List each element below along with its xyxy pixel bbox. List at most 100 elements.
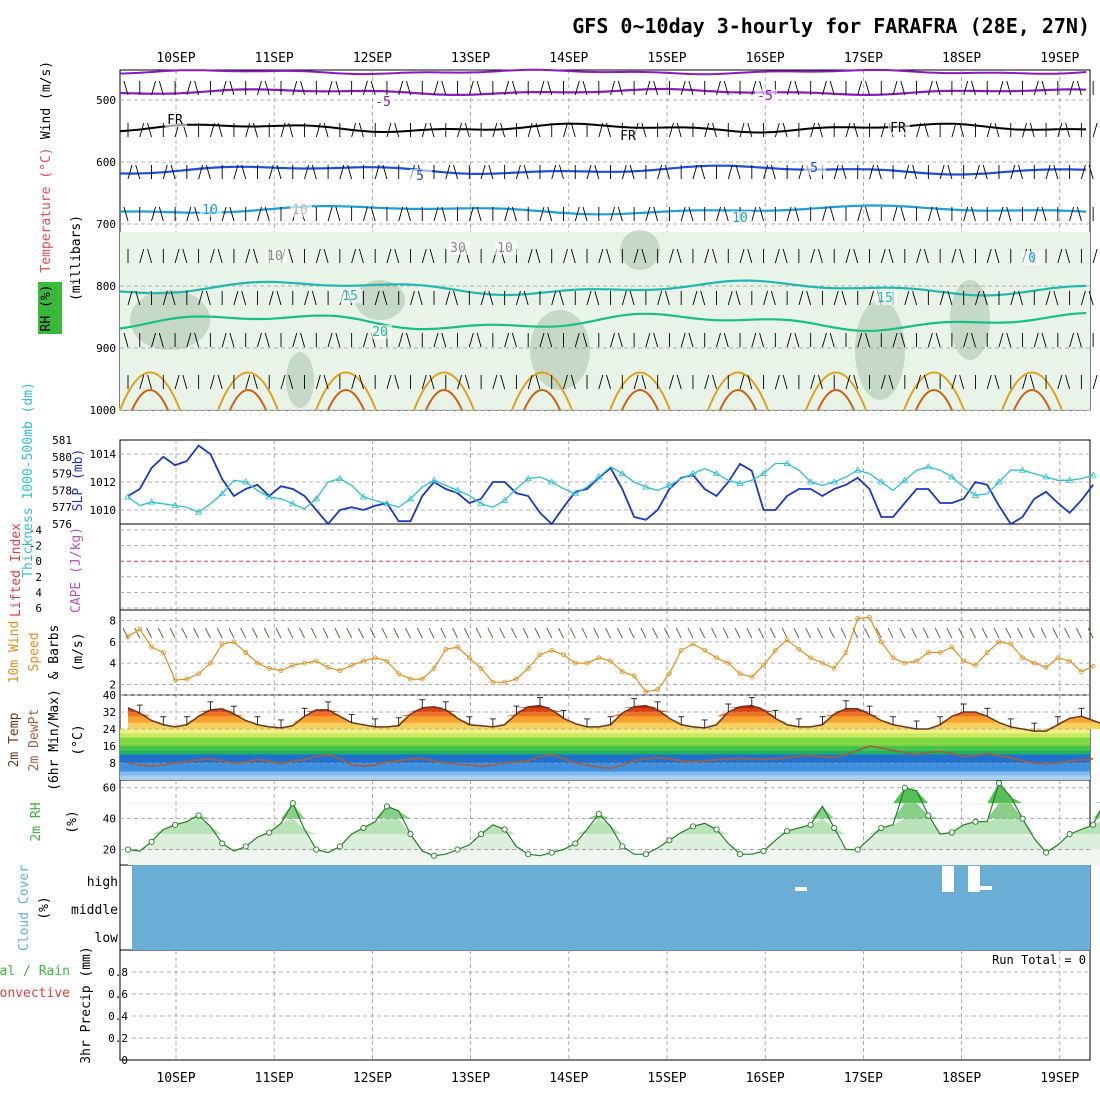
rh-marker bbox=[219, 840, 226, 847]
wind10-barb bbox=[593, 627, 600, 639]
wind10-barb bbox=[122, 627, 129, 639]
rh-blob bbox=[286, 352, 314, 408]
date-label-bottom: 11SEP bbox=[255, 1071, 294, 1086]
wind10-barb bbox=[734, 627, 741, 639]
wind-barb bbox=[370, 80, 376, 96]
wind-barb bbox=[300, 332, 305, 348]
p-tick: 500 bbox=[96, 94, 116, 107]
temp-area bbox=[128, 705, 1100, 708]
wind-barb bbox=[398, 206, 404, 222]
li-tick: -2 bbox=[29, 540, 42, 553]
wind-barb bbox=[857, 80, 863, 96]
wind10-barb bbox=[746, 627, 753, 639]
wind-barb bbox=[358, 374, 364, 390]
wind10-barb bbox=[652, 627, 659, 639]
wind10-marker bbox=[1020, 655, 1025, 661]
wind-barb bbox=[770, 164, 776, 180]
wind-barb bbox=[453, 290, 458, 306]
wind-barb bbox=[1053, 164, 1059, 180]
wind10-marker bbox=[820, 660, 825, 666]
wind-barb bbox=[963, 206, 969, 222]
wind-barb bbox=[692, 164, 698, 180]
wind10-marker bbox=[925, 650, 931, 655]
wind-barb bbox=[268, 290, 274, 306]
wind-barb bbox=[1045, 290, 1051, 306]
thickness-marker bbox=[1042, 473, 1050, 480]
wind-barb bbox=[617, 206, 623, 222]
date-label-top: 10SEP bbox=[156, 51, 195, 66]
date-label-top: 12SEP bbox=[353, 51, 392, 66]
wind-barb bbox=[668, 248, 674, 264]
contour-minus5 bbox=[119, 87, 1087, 96]
wind10-marker bbox=[349, 662, 355, 668]
wind-barb bbox=[570, 374, 576, 390]
p-tick: 900 bbox=[96, 342, 116, 355]
wind-barb bbox=[998, 332, 1004, 348]
wind10-barb bbox=[181, 627, 188, 639]
wind10-marker bbox=[1090, 663, 1096, 669]
wind-barb bbox=[786, 206, 792, 222]
wind-barb bbox=[716, 332, 721, 348]
contour-25 bbox=[413, 371, 475, 411]
wind-barb bbox=[751, 80, 757, 96]
contour-30 bbox=[719, 389, 757, 411]
wind-barb bbox=[645, 206, 651, 222]
rh-marker bbox=[525, 851, 532, 858]
label-bg bbox=[410, 169, 432, 183]
temp-color-band bbox=[120, 733, 1090, 738]
wind-barb bbox=[304, 164, 309, 180]
wind10-barb bbox=[864, 627, 870, 639]
wind10-barb bbox=[970, 627, 976, 639]
wind-barb bbox=[959, 248, 965, 264]
wind-barb bbox=[998, 206, 1004, 222]
precip-tick: 0 bbox=[121, 1054, 128, 1067]
thickness-marker bbox=[971, 491, 980, 498]
wind10-barb bbox=[1040, 627, 1047, 639]
wind-barb bbox=[610, 80, 616, 96]
wind-barb bbox=[276, 290, 282, 306]
wind10-marker bbox=[243, 650, 249, 655]
thick-tick: 579 bbox=[52, 468, 72, 481]
wind-barb bbox=[1010, 164, 1016, 180]
wind-barb bbox=[241, 164, 247, 180]
wind-barb bbox=[433, 80, 439, 96]
rh-marker bbox=[501, 826, 508, 833]
wind-barb bbox=[704, 122, 710, 138]
rh-marker bbox=[995, 780, 1003, 787]
wind10-barb bbox=[640, 627, 647, 639]
wind-barb bbox=[182, 248, 188, 264]
wind10-barb bbox=[722, 627, 729, 639]
ylabel-thickness: Thickness 1000-500mb (dm) bbox=[21, 382, 36, 578]
wind10-barb bbox=[216, 627, 223, 639]
wind-barb bbox=[480, 164, 486, 180]
thickness-marker bbox=[854, 466, 862, 473]
rh-marker bbox=[195, 812, 202, 819]
wind-barb bbox=[1041, 80, 1047, 96]
label-bg bbox=[888, 121, 910, 135]
temp-color-band bbox=[120, 750, 1090, 755]
wind-barb bbox=[763, 164, 769, 180]
temp-tick: 24 bbox=[103, 723, 117, 736]
thickness-marker bbox=[241, 478, 250, 485]
wind-barb bbox=[323, 248, 329, 264]
wind-barb bbox=[680, 80, 686, 96]
wind10-barb bbox=[958, 627, 965, 639]
wind-barb bbox=[947, 290, 953, 306]
wind-barb bbox=[382, 164, 388, 180]
wind-barb bbox=[727, 164, 733, 180]
wind-barb bbox=[947, 164, 953, 180]
wind10-marker bbox=[419, 676, 425, 682]
wind10-marker bbox=[290, 662, 296, 668]
thickness-marker bbox=[406, 495, 415, 502]
wind10-marker bbox=[125, 634, 131, 639]
wind-barb bbox=[147, 122, 152, 138]
wind-barb bbox=[821, 206, 827, 222]
wind-barb bbox=[394, 248, 400, 264]
wind10-marker bbox=[1008, 641, 1014, 647]
wind10-barb bbox=[169, 627, 176, 639]
wind-barb bbox=[994, 122, 1000, 138]
date-label-bottom: 19SEP bbox=[1040, 1071, 1079, 1086]
li-tick: 0 bbox=[35, 555, 42, 568]
rh-tick: 40 bbox=[103, 813, 116, 826]
wind10-barb bbox=[369, 627, 376, 639]
